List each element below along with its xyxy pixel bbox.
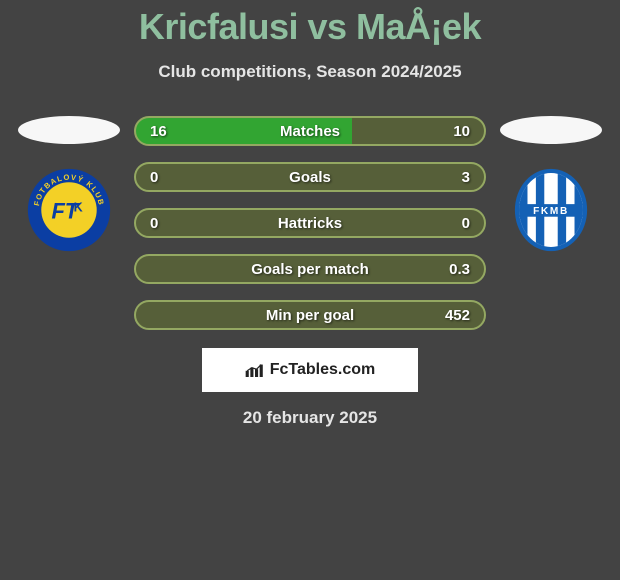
stat-value-right: 3	[462, 169, 470, 186]
svg-text:FKMB: FKMB	[533, 206, 569, 217]
stat-bar-hattricks: 0Hattricks0	[134, 208, 486, 238]
bar-chart-icon	[245, 363, 265, 377]
stat-label: Hattricks	[136, 215, 484, 232]
stat-label: Goals per match	[136, 261, 484, 278]
comparison-title: Kricfalusi vs MaÅ¡ek	[139, 6, 481, 48]
stat-value-right: 10	[453, 123, 470, 140]
attribution-text: FcTables.com	[270, 361, 376, 379]
stat-value-right: 0	[462, 215, 470, 232]
stat-value-right: 0.3	[449, 261, 470, 278]
stat-value-left: 0	[150, 169, 158, 186]
right-club-badge: FKMB	[509, 168, 593, 252]
right-player-col: FKMB	[496, 116, 606, 252]
comparison-subtitle: Club competitions, Season 2024/2025	[158, 62, 461, 82]
stat-bar-goals-per-match: Goals per match0.3	[134, 254, 486, 284]
stat-label: Goals	[136, 169, 484, 186]
stat-bar-goals: 0Goals3	[134, 162, 486, 192]
stat-value-left: 0	[150, 215, 158, 232]
left-club-badge: FOTBALOVÝ KLUB TEPLICE FT K	[27, 168, 111, 252]
right-player-silhouette	[500, 116, 602, 144]
comparison-content: FOTBALOVÝ KLUB TEPLICE FT K 16Matches10 0…	[0, 116, 620, 330]
stat-value-right: 452	[445, 307, 470, 324]
stat-bar-matches: 16Matches10	[134, 116, 486, 146]
stat-label: Matches	[136, 123, 484, 140]
stats-column: 16Matches100Goals30Hattricks0Goals per m…	[134, 116, 486, 330]
attribution-badge: FcTables.com	[202, 348, 418, 392]
comparison-date: 20 february 2025	[243, 408, 377, 428]
stat-bar-min-per-goal: Min per goal452	[134, 300, 486, 330]
stat-label: Min per goal	[136, 307, 484, 324]
left-player-col: FOTBALOVÝ KLUB TEPLICE FT K	[14, 116, 124, 252]
left-player-silhouette	[18, 116, 120, 144]
stat-value-left: 16	[150, 123, 167, 140]
svg-text:K: K	[74, 201, 83, 215]
